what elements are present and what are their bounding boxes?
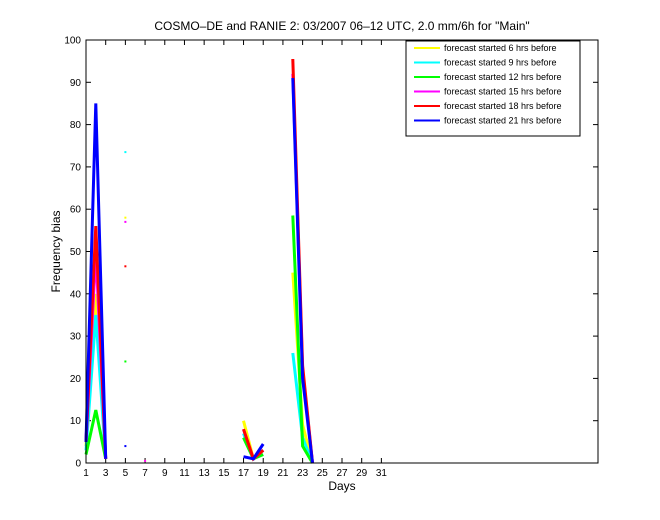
- x-tick-label: 23: [297, 468, 309, 479]
- legend-entry: forecast started 21 hrs before: [444, 116, 562, 126]
- x-tick-label: 31: [376, 468, 388, 479]
- series-line: [291, 215, 314, 464]
- legend-entry: forecast started 12 hrs before: [444, 72, 562, 82]
- y-tick-label: 60: [70, 205, 82, 216]
- x-tick-label: 19: [258, 468, 270, 479]
- legend-entry: forecast started 15 hrs before: [444, 87, 562, 97]
- data-point: [124, 265, 127, 268]
- y-tick-label: 30: [70, 332, 82, 343]
- y-tick-label: 20: [70, 374, 82, 385]
- plot-frame: [85, 39, 599, 464]
- x-tick-label: 15: [218, 468, 230, 479]
- legend-entry: forecast started 9 hrs before: [444, 58, 557, 68]
- x-tick-label: 13: [199, 468, 211, 479]
- series-line: [84, 103, 108, 459]
- data-point: [124, 220, 127, 223]
- series-6: [84, 78, 314, 464]
- legend: forecast started 6 hrs before forecast st…: [405, 40, 581, 137]
- x-tick-label: 11: [179, 468, 190, 479]
- data-point: [124, 445, 127, 448]
- axis-ticks: 1 3 5 7 9 11 13 15 17 19 21 23 25 27 29 310102030405060…: [64, 36, 598, 479]
- x-tick-label: 17: [238, 468, 250, 479]
- legend-entry: forecast started 18 hrs before: [444, 101, 562, 111]
- data-point: [124, 360, 127, 363]
- y-tick-label: 90: [70, 78, 82, 89]
- y-tick-label: 80: [70, 120, 82, 131]
- y-axis-label: Frequency bias: [49, 210, 63, 292]
- data-series: [84, 58, 314, 464]
- y-tick-label: 10: [70, 416, 82, 427]
- y-tick-label: 0: [75, 459, 81, 470]
- x-tick-label: 25: [317, 468, 329, 479]
- chart-title: COSMO–DE and RANIE 2: 03/2007 06–12 UTC,…: [154, 19, 529, 33]
- y-tick-label: 50: [70, 247, 82, 258]
- x-tick-label: 27: [336, 468, 348, 479]
- series-line: [291, 78, 314, 464]
- x-tick-label: 5: [123, 468, 129, 479]
- x-tick-label: 1: [83, 468, 89, 479]
- y-tick-label: 100: [64, 36, 81, 47]
- y-tick-label: 40: [70, 289, 82, 300]
- x-axis-label: Days: [328, 479, 355, 493]
- data-point: [144, 459, 147, 462]
- series-line: [243, 443, 265, 461]
- x-tick-label: 21: [277, 468, 289, 479]
- data-point: [124, 216, 127, 219]
- data-point: [124, 151, 127, 154]
- x-tick-label: 29: [356, 468, 368, 479]
- y-tick-label: 70: [70, 162, 82, 173]
- x-tick-label: 3: [103, 468, 109, 479]
- x-tick-label: 9: [162, 468, 168, 479]
- series-line: [84, 409, 108, 460]
- legend-entry: forecast started 6 hrs before: [444, 43, 557, 53]
- x-tick-label: 7: [142, 468, 148, 479]
